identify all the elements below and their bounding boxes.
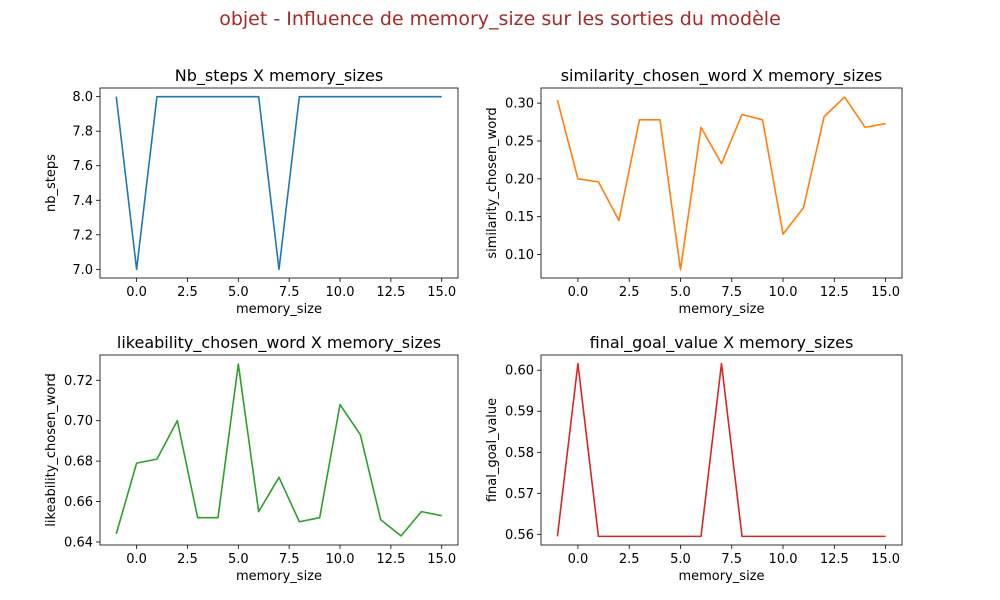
y-tick-label: 0.58 [505, 446, 534, 461]
y-tick-label: 0.66 [64, 495, 93, 510]
subplot-2: 0.0 2.5 5.0 7.5 10.0 12.5 15.0 0.10 0.15 0.20 0.25… [485, 66, 903, 317]
axes-frame [540, 87, 903, 279]
x-axis-label: memory_size [678, 302, 764, 317]
x-tick-label: 7.5 [279, 285, 300, 300]
x-tick-label: 0.0 [126, 552, 147, 567]
x-tick-label: 15.0 [427, 285, 456, 300]
y-tick-label: 0.20 [505, 172, 534, 187]
series-line [556, 96, 886, 271]
axes-frame [99, 87, 459, 279]
y-tick-label: 0.56 [505, 528, 534, 543]
y-tick-label: 0.15 [505, 210, 534, 225]
x-tick-label: 5.0 [228, 285, 249, 300]
x-tick-label: 2.5 [177, 552, 198, 567]
subplot-4: 0.0 2.5 5.0 7.5 10.0 12.5 15.0 0.56 0.57 0.58 0.59… [485, 333, 903, 584]
subplot-1: 0.0 2.5 5.0 7.5 10.0 12.5 15.0 7.0 7.2 7.4 7.6 7.8 8… [44, 66, 459, 317]
y-tick-label: 0.60 [505, 364, 534, 379]
y-tick-label: 0.57 [505, 487, 534, 502]
x-tick-label: 12.5 [820, 552, 849, 567]
y-axis-label: final_goal_value [485, 398, 500, 502]
y-tick-label: 0.30 [505, 97, 534, 112]
y-tick-label: 8.0 [72, 90, 93, 105]
y-tick-label: 0.59 [505, 405, 534, 420]
y-axis-label: similarity_chosen_word [485, 107, 500, 258]
x-tick-label: 10.0 [769, 552, 798, 567]
x-axis-label: memory_size [678, 569, 764, 584]
series-line [115, 95, 442, 271]
x-tick-label: 12.5 [376, 285, 405, 300]
y-tick-label: 0.68 [64, 455, 93, 470]
series-line [115, 363, 442, 537]
x-tick-label: 0.0 [126, 285, 147, 300]
x-tick-label: 2.5 [177, 285, 198, 300]
x-tick-label: 7.5 [721, 552, 742, 567]
subplot-title: likeability_chosen_word X memory_sizes [117, 333, 441, 353]
subplot-title: final_goal_value X memory_sizes [590, 333, 854, 353]
x-axis-label: memory_size [236, 569, 322, 584]
x-tick-label: 10.0 [326, 552, 355, 567]
x-tick-label: 15.0 [871, 285, 900, 300]
axes-frame [540, 354, 903, 546]
y-tick-label: 0.70 [64, 414, 93, 429]
axes-frame [99, 354, 459, 546]
x-tick-label: 0.0 [568, 285, 589, 300]
figure-suptitle: objet - Influence de memory_size sur les… [219, 8, 781, 30]
y-tick-label: 7.8 [72, 125, 93, 140]
subplot-title: similarity_chosen_word X memory_sizes [561, 66, 883, 86]
x-tick-label: 5.0 [670, 552, 691, 567]
y-tick-label: 0.25 [505, 134, 534, 149]
x-tick-label: 12.5 [820, 285, 849, 300]
x-axis-label: memory_size [236, 302, 322, 317]
subplot-title: Nb_steps X memory_sizes [175, 66, 383, 86]
y-tick-label: 7.2 [72, 228, 93, 243]
y-axis-label: likeability_chosen_word [44, 373, 59, 526]
x-tick-label: 2.5 [619, 285, 640, 300]
y-tick-label: 7.4 [72, 194, 93, 209]
x-tick-label: 5.0 [670, 285, 691, 300]
x-tick-label: 2.5 [619, 552, 640, 567]
series-line [556, 362, 886, 538]
y-axis-label: nb_steps [44, 154, 59, 212]
x-tick-label: 10.0 [326, 285, 355, 300]
y-tick-label: 0.72 [64, 374, 93, 389]
y-tick-label: 7.6 [72, 159, 93, 174]
x-tick-label: 0.0 [568, 552, 589, 567]
x-tick-label: 15.0 [427, 552, 456, 567]
y-tick-label: 7.0 [72, 263, 93, 278]
y-tick-label: 0.64 [64, 535, 93, 550]
x-tick-label: 10.0 [769, 285, 798, 300]
x-tick-label: 15.0 [871, 552, 900, 567]
x-tick-label: 5.0 [228, 552, 249, 567]
x-tick-label: 7.5 [279, 552, 300, 567]
x-tick-label: 7.5 [721, 285, 742, 300]
subplot-3: 0.0 2.5 5.0 7.5 10.0 12.5 15.0 0.64 0.66 0.68 0.70… [44, 333, 459, 584]
x-tick-label: 12.5 [376, 552, 405, 567]
y-tick-label: 0.10 [505, 248, 534, 263]
